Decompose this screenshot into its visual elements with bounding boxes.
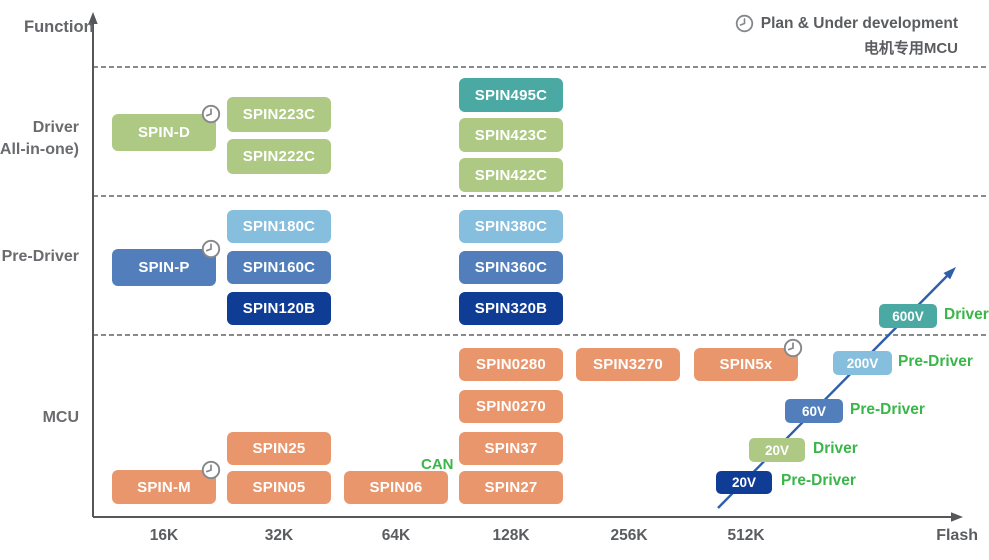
chip-label: SPIN222C bbox=[242, 148, 316, 165]
row-label-mcu: MCU bbox=[42, 409, 79, 426]
chip-spin3270: SPIN3270 bbox=[576, 348, 680, 381]
clock-icon bbox=[201, 239, 221, 259]
x-tick-64k: 64K bbox=[381, 527, 411, 544]
chip-spin-p: SPIN-P bbox=[112, 239, 221, 286]
chip-label: SPIN320B bbox=[474, 300, 548, 317]
voltage-badge-20v-1: 20V bbox=[749, 438, 805, 462]
chip-spin05: SPIN05 bbox=[227, 471, 331, 504]
chip-spin222c: SPIN222C bbox=[227, 139, 331, 174]
chip-spin06: SPIN06 bbox=[344, 471, 448, 504]
row-label-driver: Driver (All-in-one) bbox=[0, 117, 79, 161]
row-label-driver-line1: Driver bbox=[32, 119, 79, 136]
voltage-badge-20v-0: 20V bbox=[716, 471, 772, 494]
legend: Plan & Under development 电机专用MCU bbox=[735, 14, 958, 58]
clock-icon bbox=[201, 104, 221, 124]
chip-spin25: SPIN25 bbox=[227, 432, 331, 465]
chip-label: SPIN-D bbox=[137, 124, 191, 141]
chip-label: SPIN-M bbox=[137, 478, 191, 496]
voltage-badge-200v-3: 200V bbox=[833, 351, 892, 375]
chip-label: SPIN-P bbox=[138, 259, 190, 276]
can-annotation: CAN bbox=[421, 456, 454, 473]
voltage-badge-60v-2: 60V bbox=[785, 399, 843, 423]
x-tick-512k: 512K bbox=[727, 527, 765, 544]
x-tick-256k: 256K bbox=[610, 527, 648, 544]
chip-spin27: SPIN27 bbox=[459, 471, 563, 504]
chip-label: SPIN120B bbox=[242, 300, 316, 317]
voltage-type-label: Driver bbox=[944, 306, 989, 323]
row-label-driver-line2: (All-in-one) bbox=[0, 141, 79, 158]
chip-spin223c: SPIN223C bbox=[227, 97, 331, 132]
chip-label: SPIN223C bbox=[242, 106, 316, 123]
x-axis-arrowhead bbox=[951, 512, 963, 522]
voltage-type-label: Pre-Driver bbox=[781, 472, 856, 489]
x-tick-32k: 32K bbox=[264, 527, 294, 544]
chip-spin120b: SPIN120B bbox=[227, 292, 331, 325]
chip-label: SPIN495C bbox=[474, 86, 548, 104]
voltage-badge-label: 20V bbox=[764, 442, 790, 458]
x-tick-128k: 128K bbox=[492, 527, 530, 544]
y-axis-title: Function bbox=[24, 18, 94, 36]
x-tick-16k: 16K bbox=[149, 527, 179, 544]
chip-spin320b: SPIN320B bbox=[459, 292, 563, 325]
chip-spin360c: SPIN360C bbox=[459, 251, 563, 284]
chip-label: SPIN423C bbox=[474, 126, 548, 144]
legend-plan-label: Plan & Under development bbox=[760, 14, 958, 32]
chip-label: SPIN06 bbox=[369, 479, 423, 496]
chip-spin495c: SPIN495C bbox=[459, 78, 563, 112]
clock-icon bbox=[735, 14, 754, 33]
chip-label: SPIN160C bbox=[242, 259, 316, 276]
voltage-type-label: Driver bbox=[813, 440, 858, 457]
chip-spin380c: SPIN380C bbox=[459, 210, 563, 243]
voltage-badge-label: 200V bbox=[846, 355, 879, 371]
voltage-badge-600v-4: 600V bbox=[879, 304, 937, 328]
chip-label: SPIN0270 bbox=[476, 398, 546, 415]
chip-spin0270: SPIN0270 bbox=[459, 390, 563, 423]
voltage-badge-label: 60V bbox=[801, 403, 827, 419]
chip-label: SPIN37 bbox=[484, 440, 538, 457]
clock-icon bbox=[201, 460, 221, 480]
chip-spin180c: SPIN180C bbox=[227, 210, 331, 243]
x-axis-title: Flash bbox=[936, 527, 978, 544]
chip-label: SPIN360C bbox=[474, 259, 548, 276]
voltage-badge-label: 600V bbox=[892, 308, 924, 324]
trend-arrow-head bbox=[943, 267, 956, 280]
chip-label: SPIN3270 bbox=[593, 356, 663, 373]
chip-spin0280: SPIN0280 bbox=[459, 348, 563, 381]
legend-plan-row: Plan & Under development bbox=[735, 14, 958, 33]
chip-spin5x: SPIN5x bbox=[694, 338, 803, 381]
y-axis-arrowhead bbox=[88, 12, 98, 24]
chip-spin160c: SPIN160C bbox=[227, 251, 331, 284]
chip-spin-d: SPIN-D bbox=[112, 104, 221, 151]
row-label-pre-driver: Pre-Driver bbox=[1, 248, 79, 265]
chip-spin37: SPIN37 bbox=[459, 432, 563, 465]
clock-icon bbox=[783, 338, 803, 358]
chip-label: SPIN05 bbox=[252, 479, 306, 496]
chip-label: SPIN27 bbox=[484, 479, 538, 496]
chip-spin423c: SPIN423C bbox=[459, 118, 563, 152]
chip-label: SPIN25 bbox=[252, 440, 306, 457]
chip-spin-m: SPIN-M bbox=[112, 460, 221, 504]
chip-label: SPIN422C bbox=[474, 166, 548, 184]
chip-label: SPIN180C bbox=[242, 218, 316, 235]
voltage-type-label: Pre-Driver bbox=[850, 401, 925, 418]
legend-subtitle: 电机专用MCU bbox=[863, 40, 958, 57]
chip-spin422c: SPIN422C bbox=[459, 158, 563, 192]
voltage-type-label: Pre-Driver bbox=[898, 353, 973, 370]
chip-label: SPIN5x bbox=[719, 356, 773, 373]
chip-label: SPIN380C bbox=[474, 218, 548, 235]
chip-label: SPIN0280 bbox=[476, 356, 546, 373]
voltage-badge-label: 20V bbox=[731, 475, 757, 490]
